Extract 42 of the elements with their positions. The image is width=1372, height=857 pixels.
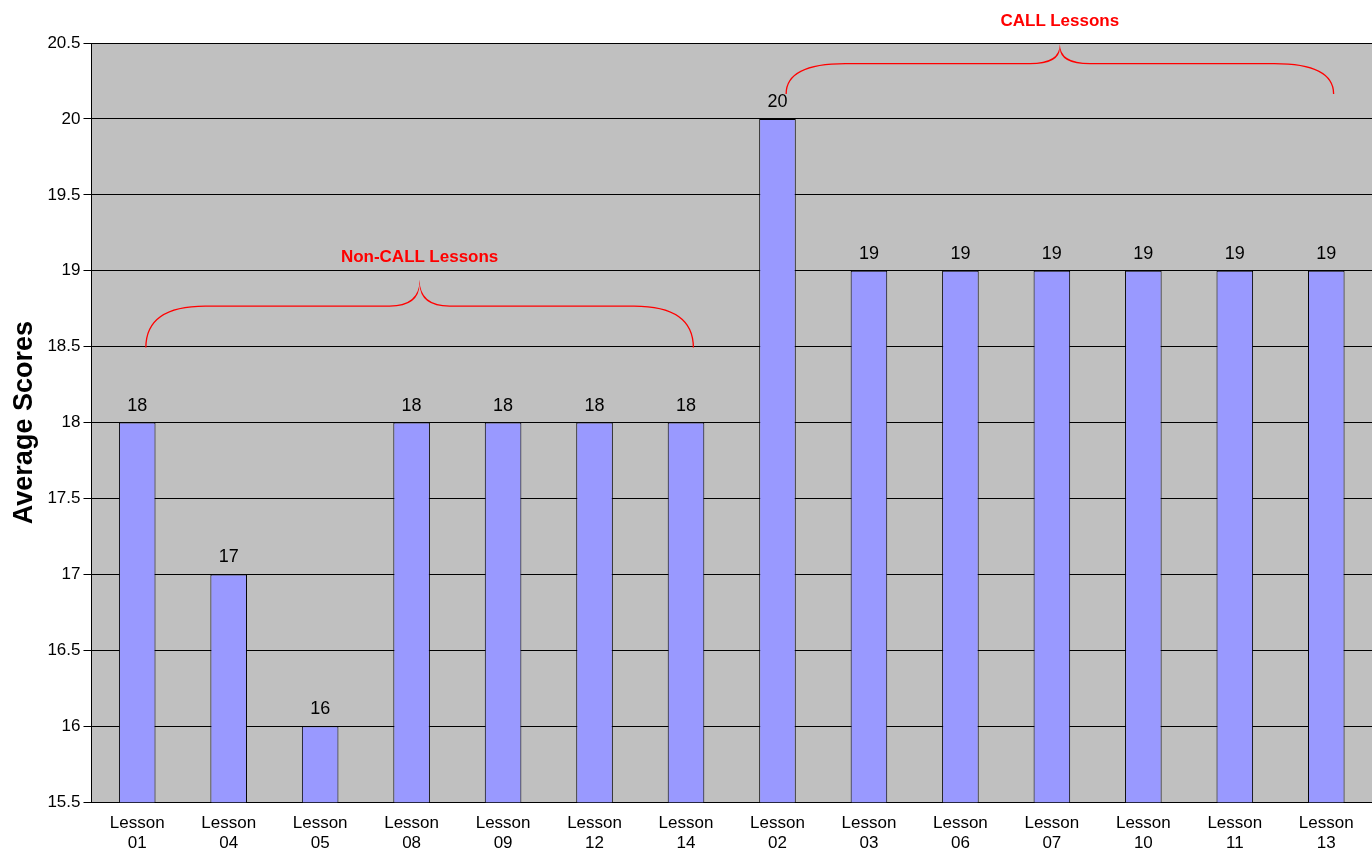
y-tick-label: 18 (61, 412, 81, 432)
x-tick-label: Lesson 04 (201, 813, 257, 853)
data-label: 18 (401, 394, 422, 415)
x-tick-label: Lesson 12 (567, 813, 622, 853)
y-tick-label: 16 (61, 715, 81, 735)
y-tick-label: 16.5 (47, 640, 81, 660)
x-tick-label: Lesson 01 (109, 813, 165, 853)
x-tick-label: Lesson 03 (841, 813, 897, 853)
x-tick-label: Lesson 06 (932, 813, 988, 853)
data-label: 17 (218, 546, 239, 567)
y-axis-title: Average Scores (7, 321, 38, 525)
data-label: 19 (858, 242, 879, 263)
text: CALL Lessons (1000, 10, 1120, 30)
x-tick-label: Lesson 14 (658, 813, 714, 853)
x-tick-label: Lesson 09 (475, 813, 531, 853)
y-tick-label: 19 (61, 260, 81, 280)
x-tick-label: Lesson 02 (750, 813, 805, 853)
x-tick-label: Lesson 13 (1298, 813, 1354, 853)
y-tick-label: 20.5 (47, 32, 81, 52)
data-label: 20 (767, 90, 788, 111)
y-tick-label: 20 (61, 108, 81, 128)
x-tick-label: Lesson 07 (1024, 813, 1080, 853)
y-tick-label: 19.5 (47, 184, 81, 204)
y-tick-label: 17 (61, 564, 81, 584)
y-tick-label: 15.5 (47, 791, 81, 811)
y-tick-label: 17.5 (47, 488, 81, 508)
data-label: 16 (310, 698, 331, 719)
data-label: 18 (584, 394, 605, 415)
x-tick-label: Lesson 11 (1207, 813, 1263, 853)
data-label: 18 (676, 394, 697, 415)
data-label: 19 (1224, 242, 1245, 263)
data-label: 18 (127, 394, 148, 415)
x-tick-label: Lesson 05 (292, 813, 348, 853)
annotation: Non-CALL Lessons (340, 246, 499, 266)
data-label: 19 (1041, 242, 1062, 263)
data-label: 18 (493, 394, 514, 415)
x-tick-label: Lesson 08 (384, 813, 440, 853)
data-label: 19 (1316, 242, 1337, 263)
y-tick-label: 18.5 (47, 336, 81, 356)
data-label: 19 (1133, 242, 1154, 263)
x-tick-label: Lesson 10 (1115, 813, 1171, 853)
data-label: 19 (950, 242, 971, 263)
